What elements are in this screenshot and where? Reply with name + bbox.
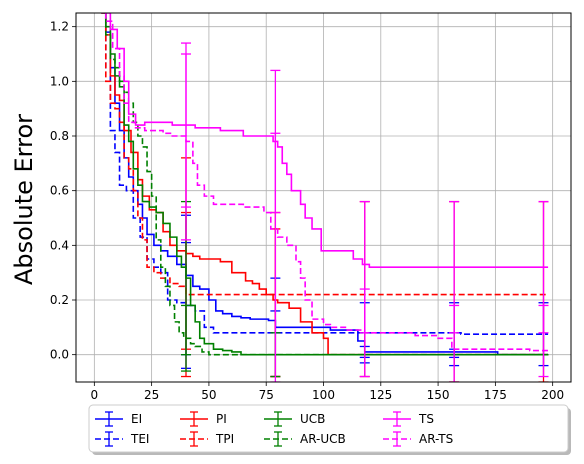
- x-tick-label: 75: [259, 388, 274, 402]
- legend-item-tpi: TPI: [180, 431, 234, 447]
- plot-series: [101, 13, 549, 382]
- legend-label-ucb: UCB: [300, 412, 325, 426]
- errorbar-ar-ts: [181, 53, 191, 241]
- x-tick-label: 150: [427, 388, 450, 402]
- legend-item-pi: PI: [180, 411, 227, 427]
- legend-label-tpi: TPI: [215, 432, 234, 446]
- x-tick-label: 0: [91, 388, 99, 402]
- legend-item-ei: EI: [95, 411, 142, 427]
- y-axis: 0.0 0.2 0.4 0.6 0.8 1.0 1.2: [50, 20, 76, 362]
- legend-label-pi: PI: [216, 412, 227, 426]
- legend: EI TEI PI TPI UCB AR-UCB TS AR-TS: [88, 404, 571, 455]
- series-line-ts: [104, 13, 549, 268]
- errorbar-ar-ts: [270, 132, 281, 382]
- errorbar-ar-ts: [449, 304, 460, 382]
- errorbar-ar-ucb: [181, 304, 191, 372]
- legend-label-tei: TEI: [130, 432, 149, 446]
- x-tick-label: 25: [144, 388, 159, 402]
- errorbar-ar-ts: [359, 288, 370, 378]
- x-tick-label: 200: [541, 388, 564, 402]
- legend-label-ts: TS: [418, 412, 434, 426]
- errorbar-ar-ts: [538, 304, 549, 378]
- legend-label-ei: EI: [131, 412, 142, 426]
- y-axis-label: Absolute Error: [10, 114, 38, 285]
- legend-item-ar-ucb: AR-UCB: [264, 431, 346, 447]
- legend-item-tei: TEI: [95, 431, 149, 447]
- x-tick-label: 100: [312, 388, 335, 402]
- series-line-ar-ucb: [104, 13, 549, 356]
- y-tick-label: 0.0: [50, 348, 69, 362]
- y-tick-label: 1.2: [50, 20, 69, 34]
- legend-item-ucb: UCB: [264, 411, 325, 427]
- x-tick-label: 125: [369, 388, 392, 402]
- legend-item-ar-ts: AR-TS: [383, 431, 453, 447]
- legend-item-ts: TS: [383, 411, 434, 427]
- x-axis: 0 25 50 75 100 125 150 175 200: [91, 382, 564, 402]
- series-line-ucb: [104, 13, 549, 356]
- legend-label-ar-ts: AR-TS: [419, 432, 453, 446]
- legend-label-ar-ucb: AR-UCB: [300, 432, 346, 446]
- y-tick-label: 0.4: [50, 238, 69, 252]
- series-line-tpi: [101, 13, 549, 296]
- y-tick-label: 0.8: [50, 129, 69, 143]
- y-tick-label: 1.0: [50, 74, 69, 88]
- x-tick-label: 175: [484, 388, 507, 402]
- series-ar-ts: [104, 13, 549, 382]
- legend-box: [88, 404, 569, 453]
- y-tick-label: 0.6: [50, 184, 69, 198]
- series-line-pi: [104, 13, 549, 356]
- x-tick-label: 50: [201, 388, 216, 402]
- y-tick-label: 0.2: [50, 293, 69, 307]
- series-line-tei: [101, 13, 549, 335]
